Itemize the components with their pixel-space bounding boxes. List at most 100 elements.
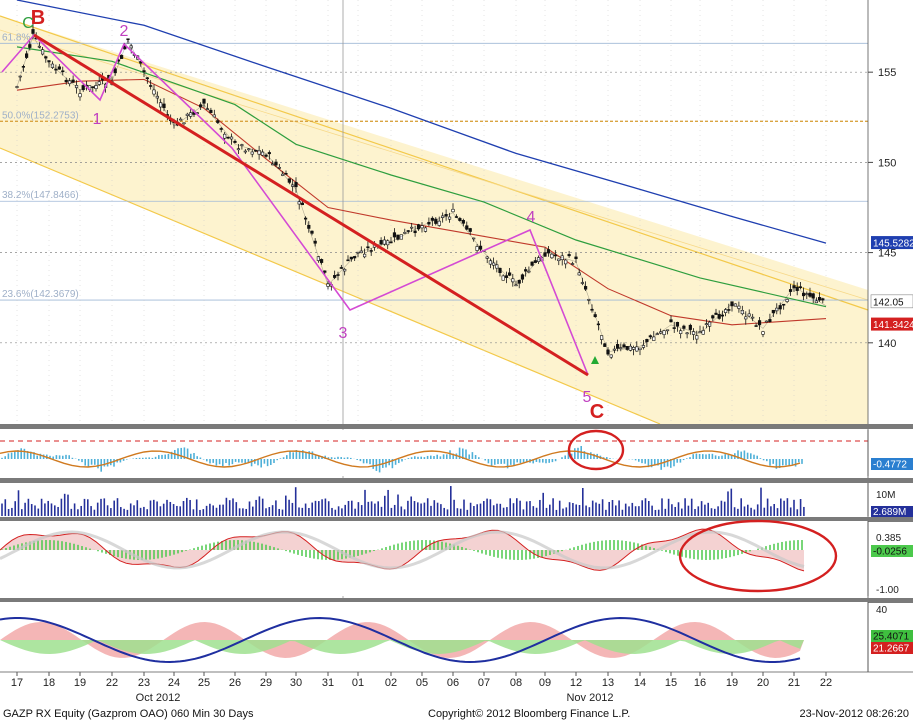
wave-label: 4 bbox=[527, 209, 536, 226]
candle-body bbox=[159, 102, 163, 108]
close-trace bbox=[16, 35, 827, 353]
candle-body bbox=[243, 150, 247, 153]
candle-body bbox=[444, 214, 448, 217]
volume-tag-text: 2.689M bbox=[873, 507, 906, 518]
osc2-signal-line bbox=[0, 530, 805, 570]
candle-body bbox=[801, 292, 806, 297]
candle-body bbox=[485, 256, 489, 259]
candle-body bbox=[546, 249, 551, 254]
candle-body bbox=[182, 122, 186, 125]
candle-body bbox=[74, 85, 79, 89]
candle-body bbox=[386, 240, 390, 246]
candle-body bbox=[711, 315, 715, 319]
x-tick-label: 21 bbox=[788, 677, 800, 689]
candle-body bbox=[97, 81, 101, 85]
osc3-green-fill bbox=[0, 640, 804, 654]
candle-body bbox=[185, 113, 189, 116]
x-tick-label: 17 bbox=[11, 677, 23, 689]
osc2-highlight-circle bbox=[678, 519, 838, 593]
candle-body bbox=[641, 345, 646, 348]
candle-body bbox=[754, 325, 758, 327]
candle-body bbox=[740, 310, 744, 315]
candle-body bbox=[698, 331, 702, 333]
price-tag-text: 141.3424 bbox=[873, 320, 913, 331]
x-tick-label: 22 bbox=[106, 677, 118, 689]
candle-body bbox=[454, 216, 459, 218]
candle-body bbox=[514, 284, 518, 287]
candle-body bbox=[645, 338, 649, 343]
x-tick-label: 19 bbox=[726, 677, 738, 689]
osc3-tag-text: 21.2667 bbox=[873, 644, 910, 655]
candle-body bbox=[226, 136, 230, 139]
candle-body bbox=[564, 259, 568, 265]
ma-long-line bbox=[16, 0, 827, 244]
price-tick-label: 140 bbox=[878, 338, 896, 350]
abc-correction-line bbox=[33, 33, 589, 377]
candle-body bbox=[583, 286, 588, 290]
candle-body bbox=[785, 299, 789, 302]
panel-separator bbox=[0, 424, 913, 429]
x-tick-label: 22 bbox=[820, 677, 832, 689]
x-tick-label: 05 bbox=[416, 677, 428, 689]
x-tick-label: 24 bbox=[168, 677, 180, 689]
osc3-tag-box-2 bbox=[871, 642, 913, 654]
wave-label: C bbox=[590, 401, 604, 423]
osc1-highlight-circle bbox=[567, 429, 625, 471]
x-tick-label: 25 bbox=[198, 677, 210, 689]
candle-body bbox=[406, 230, 410, 232]
copyright-text: Copyright© 2012 Bloomberg Finance L.P. bbox=[428, 708, 631, 720]
candle-body bbox=[233, 140, 237, 143]
candle-body bbox=[574, 256, 578, 260]
candle-body bbox=[212, 114, 216, 118]
candle-body bbox=[223, 133, 227, 139]
candle-body bbox=[392, 232, 397, 238]
candle-body bbox=[44, 56, 48, 59]
candle-body bbox=[475, 246, 479, 251]
candle-body bbox=[31, 29, 35, 34]
candle-body bbox=[307, 224, 311, 229]
x-axis-bg bbox=[0, 672, 913, 706]
candle-body bbox=[811, 293, 815, 299]
candle-body bbox=[91, 86, 95, 89]
osc3-blue-line bbox=[0, 616, 801, 664]
candle-body bbox=[437, 220, 441, 226]
candle-body bbox=[805, 293, 809, 295]
channel-inner-line bbox=[0, 29, 869, 301]
candle-body bbox=[520, 274, 525, 280]
candle-body bbox=[152, 89, 156, 95]
candle-body bbox=[655, 333, 659, 336]
panel-separator bbox=[0, 478, 913, 483]
candle-body bbox=[744, 316, 748, 320]
candle-body bbox=[284, 173, 288, 175]
candle-body bbox=[511, 278, 515, 283]
impulse-wave-line bbox=[1, 33, 589, 376]
candle-body bbox=[701, 330, 705, 335]
candle-body bbox=[257, 150, 261, 155]
candle-body bbox=[580, 282, 584, 284]
candle-body bbox=[757, 320, 762, 326]
candle-body bbox=[300, 202, 305, 206]
fib-level-label: 23.6%(142.3679) bbox=[2, 289, 79, 300]
candle-body bbox=[461, 220, 465, 224]
candle-body bbox=[343, 268, 347, 272]
candle-body bbox=[517, 279, 521, 284]
candle-body bbox=[297, 201, 301, 205]
candle-body bbox=[628, 345, 632, 351]
fib-level-label: 61.8% bbox=[2, 32, 30, 43]
x-tick-label: 29 bbox=[260, 677, 272, 689]
candle-body bbox=[349, 256, 353, 260]
candle-body bbox=[679, 330, 683, 334]
x-tick-label: 23 bbox=[138, 677, 150, 689]
candle-body bbox=[281, 173, 285, 176]
candle-body bbox=[441, 215, 445, 219]
candle-body bbox=[782, 303, 786, 306]
candle-body bbox=[219, 128, 223, 130]
candle-body bbox=[557, 258, 561, 262]
candle-body bbox=[294, 182, 298, 188]
candle-body bbox=[625, 346, 629, 350]
price-tick-label: 155 bbox=[878, 67, 896, 79]
candle-body bbox=[747, 313, 751, 317]
wave-label: B bbox=[31, 7, 45, 29]
candle-body bbox=[199, 104, 203, 108]
candle-body bbox=[120, 55, 124, 59]
